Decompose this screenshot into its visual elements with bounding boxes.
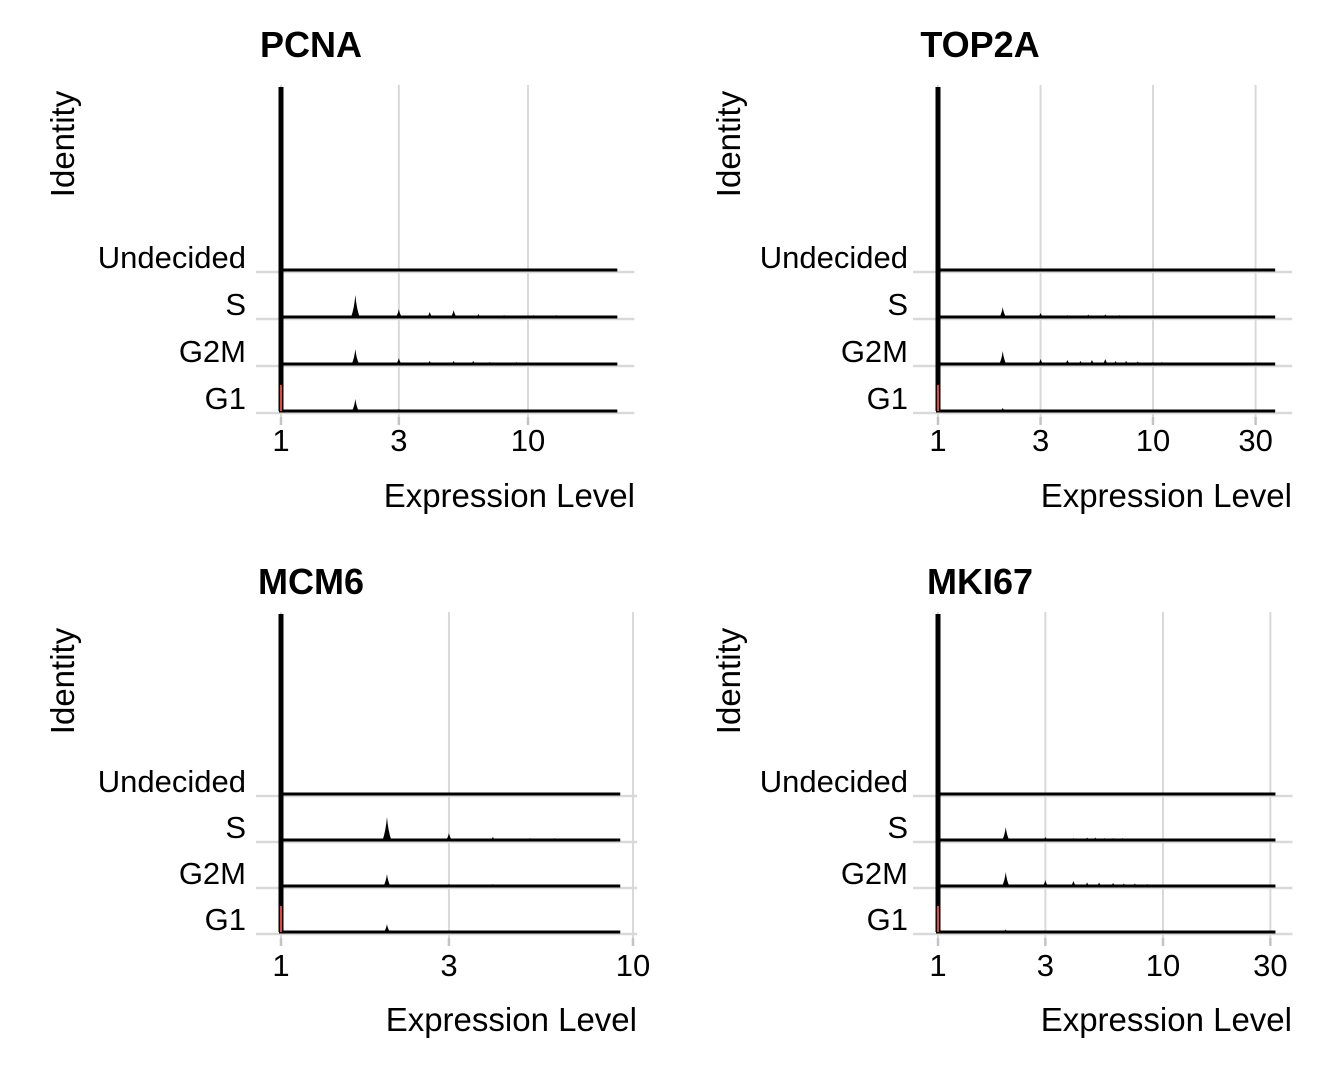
- y-axis-title: Identity: [44, 627, 81, 735]
- x-tick-label: 10: [1135, 423, 1171, 458]
- category-label-undecided: Undecided: [759, 764, 908, 799]
- panel-title-mcm6: MCM6: [258, 561, 364, 602]
- x-axis-title: Expression Level: [385, 1001, 637, 1038]
- category-label-g1: G1: [204, 902, 246, 937]
- category-label-undecided: Undecided: [759, 240, 908, 275]
- x-tick-label: 10: [1145, 948, 1181, 983]
- category-label-s: S: [887, 810, 908, 845]
- category-label-g2m: G2M: [840, 334, 908, 369]
- x-tick-label: 10: [510, 423, 546, 458]
- category-label-undecided: Undecided: [97, 764, 246, 799]
- x-tick-label: 3: [440, 948, 458, 983]
- x-tick-label: 3: [1031, 423, 1050, 458]
- x-tick-label: 1: [929, 948, 947, 983]
- panel-title-top2a: TOP2A: [920, 24, 1040, 65]
- category-label-g2m: G2M: [840, 856, 908, 891]
- y-axis-title: Identity: [710, 90, 747, 198]
- y-axis-title: Identity: [710, 627, 747, 735]
- category-label-undecided: Undecided: [97, 240, 246, 275]
- x-axis-title: Expression Level: [1040, 1001, 1292, 1038]
- panel-title-pcna: PCNA: [259, 24, 363, 65]
- x-tick-label: 1: [272, 948, 290, 983]
- y-axis-title: Identity: [44, 90, 81, 198]
- x-axis-title: Expression Level: [383, 477, 635, 514]
- category-label-s: S: [225, 287, 246, 322]
- category-label-g1: G1: [866, 902, 908, 937]
- x-tick-label: 1: [272, 423, 290, 458]
- x-tick-label: 30: [1253, 948, 1288, 983]
- x-tick-label: 3: [390, 423, 408, 458]
- x-tick-label: 3: [1036, 948, 1054, 983]
- category-label-g2m: G2M: [178, 334, 246, 369]
- x-tick-label: 1: [929, 423, 947, 458]
- panel-title-mki67: MKI67: [926, 561, 1034, 602]
- category-label-s: S: [225, 810, 246, 845]
- category-label-g1: G1: [204, 381, 246, 416]
- x-tick-label: 30: [1238, 423, 1273, 458]
- category-label-s: S: [887, 287, 908, 322]
- category-label-g1: G1: [866, 381, 908, 416]
- category-label-g2m: G2M: [178, 856, 246, 891]
- x-tick-label: 10: [615, 948, 651, 983]
- x-axis-title: Expression Level: [1040, 477, 1292, 514]
